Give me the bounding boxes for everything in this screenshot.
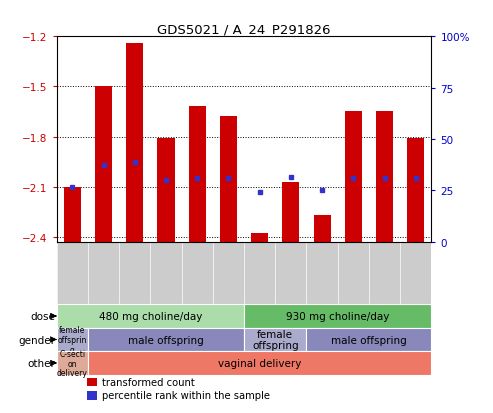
Text: male offspring: male offspring: [128, 335, 204, 345]
Text: other: other: [27, 358, 55, 368]
Bar: [282, 182, 299, 242]
Bar: [88, 328, 244, 351]
Text: female
offsprin
g: female offsprin g: [58, 325, 87, 354]
Text: dose: dose: [30, 311, 55, 321]
Bar: [189, 107, 206, 242]
Bar: [64, 187, 81, 242]
Bar: [95, 87, 112, 242]
Bar: [376, 112, 393, 242]
Text: percentile rank within the sample: percentile rank within the sample: [103, 390, 270, 401]
Bar: [126, 44, 143, 242]
Text: male offspring: male offspring: [331, 335, 407, 345]
Bar: [345, 112, 362, 242]
Bar: [157, 139, 175, 242]
Text: gender: gender: [18, 335, 55, 345]
Bar: [87, 391, 97, 400]
Title: GDS5021 / A_24_P291826: GDS5021 / A_24_P291826: [157, 23, 331, 36]
Text: female
offspring: female offspring: [252, 329, 299, 350]
Bar: [244, 304, 431, 328]
Bar: [244, 328, 307, 351]
Bar: [220, 117, 237, 242]
Bar: [57, 304, 244, 328]
Bar: [87, 377, 97, 387]
Bar: [407, 139, 424, 242]
Bar: [251, 234, 268, 242]
Bar: [57, 351, 88, 375]
Text: C-secti
on
delivery: C-secti on delivery: [57, 349, 88, 377]
Text: 930 mg choline/day: 930 mg choline/day: [286, 311, 389, 321]
Bar: [57, 328, 88, 351]
Text: transformed count: transformed count: [103, 377, 195, 387]
Text: vaginal delivery: vaginal delivery: [218, 358, 301, 368]
Text: 480 mg choline/day: 480 mg choline/day: [99, 311, 202, 321]
Bar: [307, 328, 431, 351]
Bar: [314, 216, 331, 242]
